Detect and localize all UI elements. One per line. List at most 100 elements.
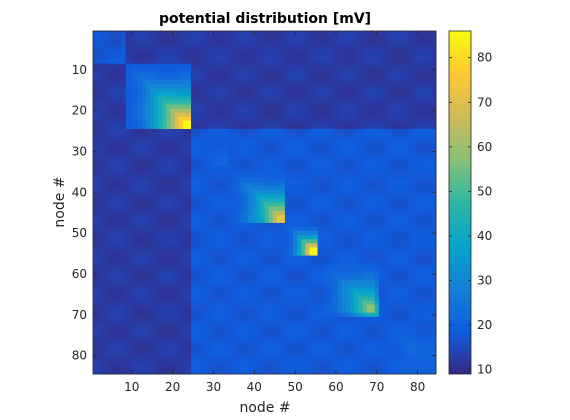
heatmap-cell	[142, 255, 147, 261]
heatmap-cell	[137, 169, 143, 175]
heatmap-cell	[219, 194, 225, 199]
heatmap-cell	[215, 263, 220, 269]
heatmap-cell	[329, 198, 335, 203]
heatmap-cell	[191, 198, 196, 203]
heatmap-cell	[395, 206, 400, 212]
heatmap-cell	[403, 153, 408, 158]
heatmap-cell	[423, 124, 429, 130]
heatmap-cell	[248, 251, 253, 256]
heatmap-cell	[301, 112, 306, 118]
heatmap-cell	[150, 227, 155, 232]
heatmap-cell	[121, 137, 127, 142]
heatmap-cell	[366, 84, 372, 89]
heatmap-cell	[117, 59, 122, 65]
heatmap-cell	[158, 92, 163, 97]
heatmap-cell	[313, 43, 318, 48]
heatmap-cell	[276, 210, 282, 216]
heatmap-cell	[419, 243, 425, 248]
heatmap-cell	[117, 165, 122, 171]
heatmap-cell	[240, 210, 245, 216]
heatmap-cell	[146, 129, 151, 134]
heatmap-cell	[284, 169, 290, 175]
heatmap-cell	[182, 124, 188, 130]
heatmap-cell	[423, 116, 429, 122]
heatmap-cell	[191, 235, 196, 240]
heatmap-cell	[293, 235, 298, 240]
heatmap-cell	[350, 149, 355, 154]
heatmap-cell	[354, 39, 359, 44]
heatmap-cell	[186, 59, 192, 65]
heatmap-cell	[248, 80, 253, 85]
heatmap-cell	[338, 67, 343, 73]
heatmap-cell	[309, 145, 314, 150]
heatmap-cell	[366, 47, 372, 52]
heatmap-cell	[350, 133, 355, 138]
heatmap-cell	[105, 67, 110, 73]
heatmap-cell	[162, 92, 167, 97]
heatmap-cell	[235, 161, 241, 167]
heatmap-cell	[395, 137, 400, 142]
heatmap-cell	[338, 75, 343, 81]
heatmap-cell	[97, 100, 102, 105]
heatmap-cell	[150, 153, 155, 158]
heatmap-cell	[170, 55, 176, 60]
heatmap-cell	[309, 247, 314, 252]
heatmap-cell	[121, 165, 127, 171]
heatmap-cell	[162, 161, 167, 167]
heatmap-cell	[146, 251, 151, 256]
heatmap-cell	[378, 202, 384, 207]
heatmap-cell	[223, 206, 229, 212]
heatmap-cell	[427, 141, 433, 146]
heatmap-cell	[182, 227, 188, 232]
heatmap-cell	[178, 141, 184, 146]
heatmap-cell	[117, 84, 122, 89]
heatmap-cell	[403, 71, 408, 77]
heatmap-cell	[305, 31, 310, 36]
heatmap-cell	[252, 263, 257, 269]
heatmap-cell	[191, 124, 196, 130]
heatmap-cell	[317, 120, 323, 126]
heatmap-cell	[301, 51, 306, 56]
heatmap-cell	[333, 67, 339, 73]
heatmap-cell	[391, 214, 396, 220]
heatmap-cell	[280, 92, 286, 97]
heatmap-cell	[109, 51, 114, 56]
heatmap-cell	[276, 173, 282, 179]
heatmap-cell	[227, 247, 233, 252]
heatmap-cell	[150, 149, 155, 154]
heatmap-cell	[362, 141, 367, 146]
heatmap-cell	[211, 194, 216, 199]
heatmap-cell	[260, 63, 265, 69]
heatmap-cell	[215, 51, 220, 56]
heatmap-cell	[186, 218, 192, 224]
heatmap-cell	[415, 247, 421, 252]
heatmap-cell	[252, 124, 257, 130]
heatmap-cell	[407, 80, 412, 85]
heatmap-cell	[395, 178, 400, 183]
heatmap-cell	[162, 153, 167, 158]
heatmap-cell	[276, 157, 282, 163]
heatmap-cell	[317, 194, 323, 199]
heatmap-cells	[93, 31, 437, 375]
heatmap-cell	[121, 84, 127, 89]
heatmap-cell	[431, 104, 437, 109]
heatmap-cell	[354, 235, 359, 240]
heatmap-cell	[313, 194, 318, 199]
heatmap-cell	[284, 157, 290, 163]
heatmap-cell	[346, 157, 351, 163]
heatmap-cell	[284, 194, 290, 199]
heatmap-cell	[317, 35, 323, 40]
heatmap-cell	[150, 92, 155, 97]
heatmap-cell	[399, 43, 404, 48]
heatmap-cell	[407, 92, 412, 97]
heatmap-cell	[182, 271, 188, 277]
heatmap-cell	[186, 161, 192, 167]
heatmap-cell	[142, 116, 147, 122]
heatmap-cell	[215, 149, 220, 154]
heatmap-cell	[411, 198, 416, 203]
heatmap-cell	[211, 161, 216, 167]
heatmap-cell	[362, 75, 367, 81]
heatmap-cell	[427, 251, 433, 256]
heatmap-cell	[195, 178, 200, 183]
heatmap-cell	[191, 157, 196, 163]
